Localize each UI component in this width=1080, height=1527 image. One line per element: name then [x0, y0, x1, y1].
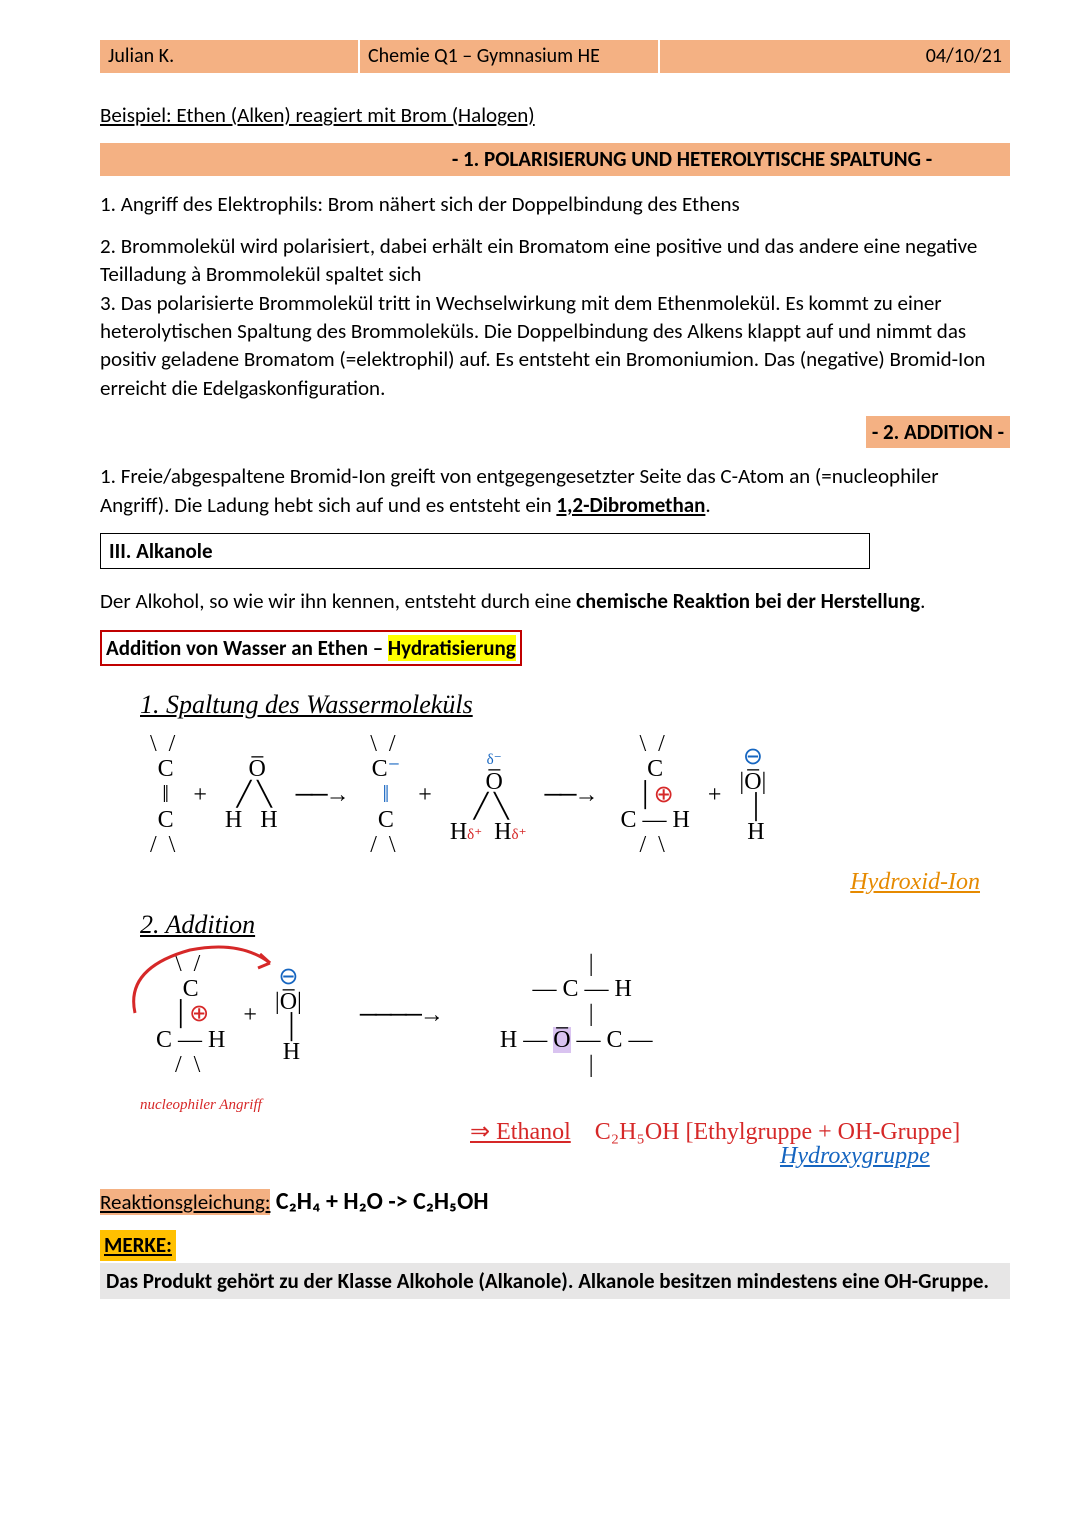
hydration-title-box: Addition von Wasser an Ethen – Hydratisi… — [100, 630, 522, 666]
equation-line: Reaktionsgleichung: C₂H₄ + H₂O -> C₂H₅OH — [100, 1186, 1010, 1218]
paragraph-4-product: 1,2-Dibromethan — [556, 492, 705, 518]
water-1: O̅ ╱ ╲ H H — [225, 757, 278, 833]
annot-formula: C₂H₅OH [Ethylgruppe + OH-Gruppe] — [595, 1119, 961, 1145]
diagram-spaltung: 1. Spaltung des Wassermoleküls \ / C ‖ C… — [100, 692, 1010, 894]
red-box-row: Addition von Wasser an Ethen – Hydratisi… — [100, 630, 1010, 684]
hand-title-1: 1. Spaltung des Wassermoleküls — [140, 692, 1010, 718]
paragraph-5: Der Alkohol, so wie wir ihn kennen, ents… — [100, 587, 1010, 615]
header-course: Chemie Q1 – Gymnasium HE — [360, 40, 660, 73]
step1-heading: - 1. POLARISIERUNG UND HETEROLYTISCHE SP… — [100, 143, 1010, 175]
paragraph-2-3: 2. Brommolekül wird polarisiert, dabei e… — [100, 232, 1010, 402]
plus-2: + — [418, 783, 432, 807]
header-date: 04/10/21 — [660, 40, 1010, 73]
merke-text: Das Produkt gehört zu der Klasse Alkohol… — [100, 1263, 1010, 1299]
ethanol-structure: | — C — H | H — O̅ — C — | — [500, 952, 653, 1078]
annot-hydroxy-row: Hydroxygruppe — [780, 1144, 1010, 1168]
paragraph-1: 1. Angriff des Elektrophils: Brom nähert… — [100, 190, 1010, 218]
plus-1: + — [193, 783, 207, 807]
reaction-row-1: \ / C ‖ C / \ + O̅ ╱ ╲ H H ──→ \ / C⁻ ‖ … — [150, 732, 1010, 858]
annot-hydroxy: Hydroxygruppe — [780, 1143, 930, 1169]
hand-title-2: 2. Addition — [140, 912, 1010, 938]
merke-label: MERKE: — [100, 1230, 176, 1260]
merke-text-content: Das Produkt gehört zu der Klasse Alkohol… — [106, 1268, 989, 1294]
paragraph-3: 3. Das polarisierte Brommolekül tritt in… — [100, 290, 985, 401]
paragraph-4-text: 1. Freie/abgespaltene Bromid-Ion greift … — [100, 463, 939, 517]
paragraph-5a: Der Alkohol, so wie wir ihn kennen, ents… — [100, 588, 576, 614]
paragraph-5b: chemische Reaktion bei der Herstellung — [576, 588, 920, 614]
curved-arrow-icon — [120, 938, 300, 1028]
equation-label: Reaktionsgleichung: — [100, 1189, 270, 1215]
arrow-1: ──→ — [296, 783, 348, 807]
header-author: Julian K. — [100, 40, 360, 73]
document-header: Julian K. Chemie Q1 – Gymnasium HE 04/10… — [100, 40, 1010, 73]
hydration-title-a: Addition von Wasser an Ethen – — [106, 635, 388, 661]
step1-heading-row: - 1. POLARISIERUNG UND HETEROLYTISCHE SP… — [100, 143, 1010, 175]
merke-block: MERKE: Das Produkt gehört zu der Klasse … — [100, 1230, 1010, 1299]
paragraph-2: 2. Brommolekül wird polarisiert, dabei e… — [100, 233, 977, 287]
annot-ethanol: ⇒ Ethanol — [470, 1119, 571, 1145]
ethene-2: \ / C⁻ ‖ C / \ — [366, 732, 401, 858]
step2-heading-row: - 2. ADDITION - — [100, 416, 1010, 448]
step2-heading: - 2. ADDITION - — [866, 416, 1010, 448]
example-title: Beispiel: Ethen (Alken) reagiert mit Bro… — [100, 101, 1010, 129]
carbocation: \ / C │⊕ C — H / \ — [615, 732, 690, 858]
hydration-title-b: Hydratisierung — [388, 635, 516, 661]
annot-nu-row: nucleophiler Angriff — [140, 1090, 1010, 1114]
ethene-1: \ / C ‖ C / \ — [150, 732, 175, 858]
section-3-heading: III. Alkanole — [100, 533, 870, 569]
annot-hydroxid: Hydroxid-Ion — [850, 869, 980, 895]
arrow-2: ──→ — [545, 783, 597, 807]
paragraph-4: 1. Freie/abgespaltene Bromid-Ion greift … — [100, 462, 1010, 519]
arrow-3: ────→ — [360, 1003, 442, 1027]
annot-hydroxid-row: Hydroxid-Ion — [100, 870, 980, 894]
plus-3: + — [708, 783, 722, 807]
equation-text: C₂H₄ + H₂O -> C₂H₅OH — [270, 1187, 488, 1216]
water-pol: δ⁻ O̅ ╱ ╲ Hδ⁺ Hδ⁺ — [450, 745, 527, 846]
annot-nucleophile: nucleophiler Angriff — [140, 1097, 262, 1113]
hydroxide: ⊖ |O̅| │ H — [739, 745, 766, 846]
annot-ethanol-row: ⇒ Ethanol C₂H₅OH [Ethylgruppe + OH-Grupp… — [470, 1120, 1010, 1144]
